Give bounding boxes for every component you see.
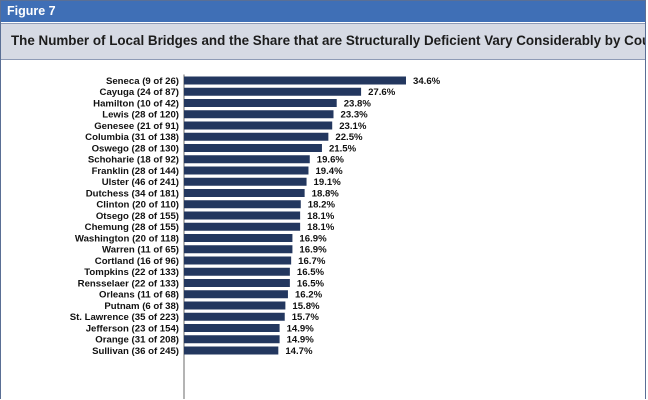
data-label: 15.8% [292,301,320,312]
bar [184,144,322,152]
bar [184,245,293,254]
category-label: Lewis (28 of 120) [102,110,179,121]
data-label: 18.1% [307,211,335,222]
bar [184,99,337,107]
data-label: 16.2% [295,290,323,301]
category-label: Cayuga (24 of 87) [100,87,179,98]
bar [184,200,301,209]
bar [184,234,293,242]
chart-title: The Number of Local Bridges and the Shar… [11,33,646,48]
category-label: Tompkins (22 of 133) [84,267,179,278]
data-label: 19.1% [314,177,342,188]
bar [184,166,309,175]
bar [184,324,280,332]
bar [184,87,362,96]
bar [184,222,301,231]
data-label: 18.2% [308,200,336,211]
category-label: Oswego (28 of 130) [92,143,179,154]
category-label: Columbia (31 of 138) [85,132,179,143]
data-label: 23.3% [340,110,368,121]
category-label: Franklin (28 of 144) [92,166,179,177]
bar [184,155,310,164]
data-label: 19.6% [317,155,345,166]
bar [184,335,280,344]
data-label: 14.9% [287,335,315,346]
data-label: 14.9% [287,323,315,334]
figure-label: Figure 7 [7,4,56,18]
bar [184,267,290,276]
data-label: 16.9% [299,233,327,244]
figure-header-bar: Figure 7 [1,1,645,22]
data-label: 34.6% [413,76,441,87]
data-label: 16.5% [297,267,325,278]
category-label: Cortland (16 of 96) [95,256,179,267]
category-label: Sullivan (36 of 245) [92,346,179,357]
category-label: Seneca (9 of 26) [106,76,179,87]
category-label: Chemung (28 of 155) [85,222,179,233]
data-label: 18.8% [312,188,340,199]
title-band: The Number of Local Bridges and the Shar… [1,23,645,60]
bar [184,110,334,119]
data-label: 14.7% [285,346,313,357]
bar [184,76,406,85]
data-label: 23.8% [344,98,372,109]
category-label: Washington (20 of 118) [75,233,179,244]
category-label: Warren (11 of 65) [102,245,179,256]
category-label: Genesee (21 of 91) [94,121,179,132]
bar-chart: Seneca (9 of 26) 34.6% Cayuga (24 of 87) 27… [70,74,441,399]
bar [184,189,305,197]
bar [184,132,329,141]
data-label: 19.4% [315,166,343,177]
bar [184,279,290,287]
data-label: 21.5% [329,143,357,154]
data-label: 15.7% [292,312,320,323]
category-label: Schoharie (18 of 92) [88,155,179,166]
data-label: 16.5% [297,278,325,289]
bar [184,177,307,186]
bar [184,290,288,299]
bar [184,301,286,310]
category-label: Orange (31 of 208) [95,335,179,346]
data-label: 27.6% [368,87,396,98]
category-label: Orleans (11 of 68) [99,290,179,301]
category-label: Ulster (46 of 241) [102,177,179,188]
bar [184,256,292,265]
data-label: 18.1% [307,222,335,233]
category-label: Hamilton (10 of 42) [93,98,179,109]
category-label: Clinton (20 of 110) [96,200,179,211]
category-label: Putnam (6 of 38) [104,301,179,312]
bar [184,312,285,321]
category-label: Rensselaer (22 of 133) [78,278,179,289]
category-label: Jefferson (23 of 154) [86,323,179,334]
category-label: St. Lawrence (35 of 223) [70,312,179,323]
category-label: Dutchess (34 of 181) [86,188,179,199]
category-label: Otsego (28 of 155) [96,211,179,222]
data-label: 22.5% [335,132,363,143]
data-label: 16.7% [298,256,326,267]
data-label: 16.9% [299,245,327,256]
bar [184,121,333,130]
data-label: 23.1% [339,121,367,132]
bar [184,211,301,220]
bar [184,346,279,355]
